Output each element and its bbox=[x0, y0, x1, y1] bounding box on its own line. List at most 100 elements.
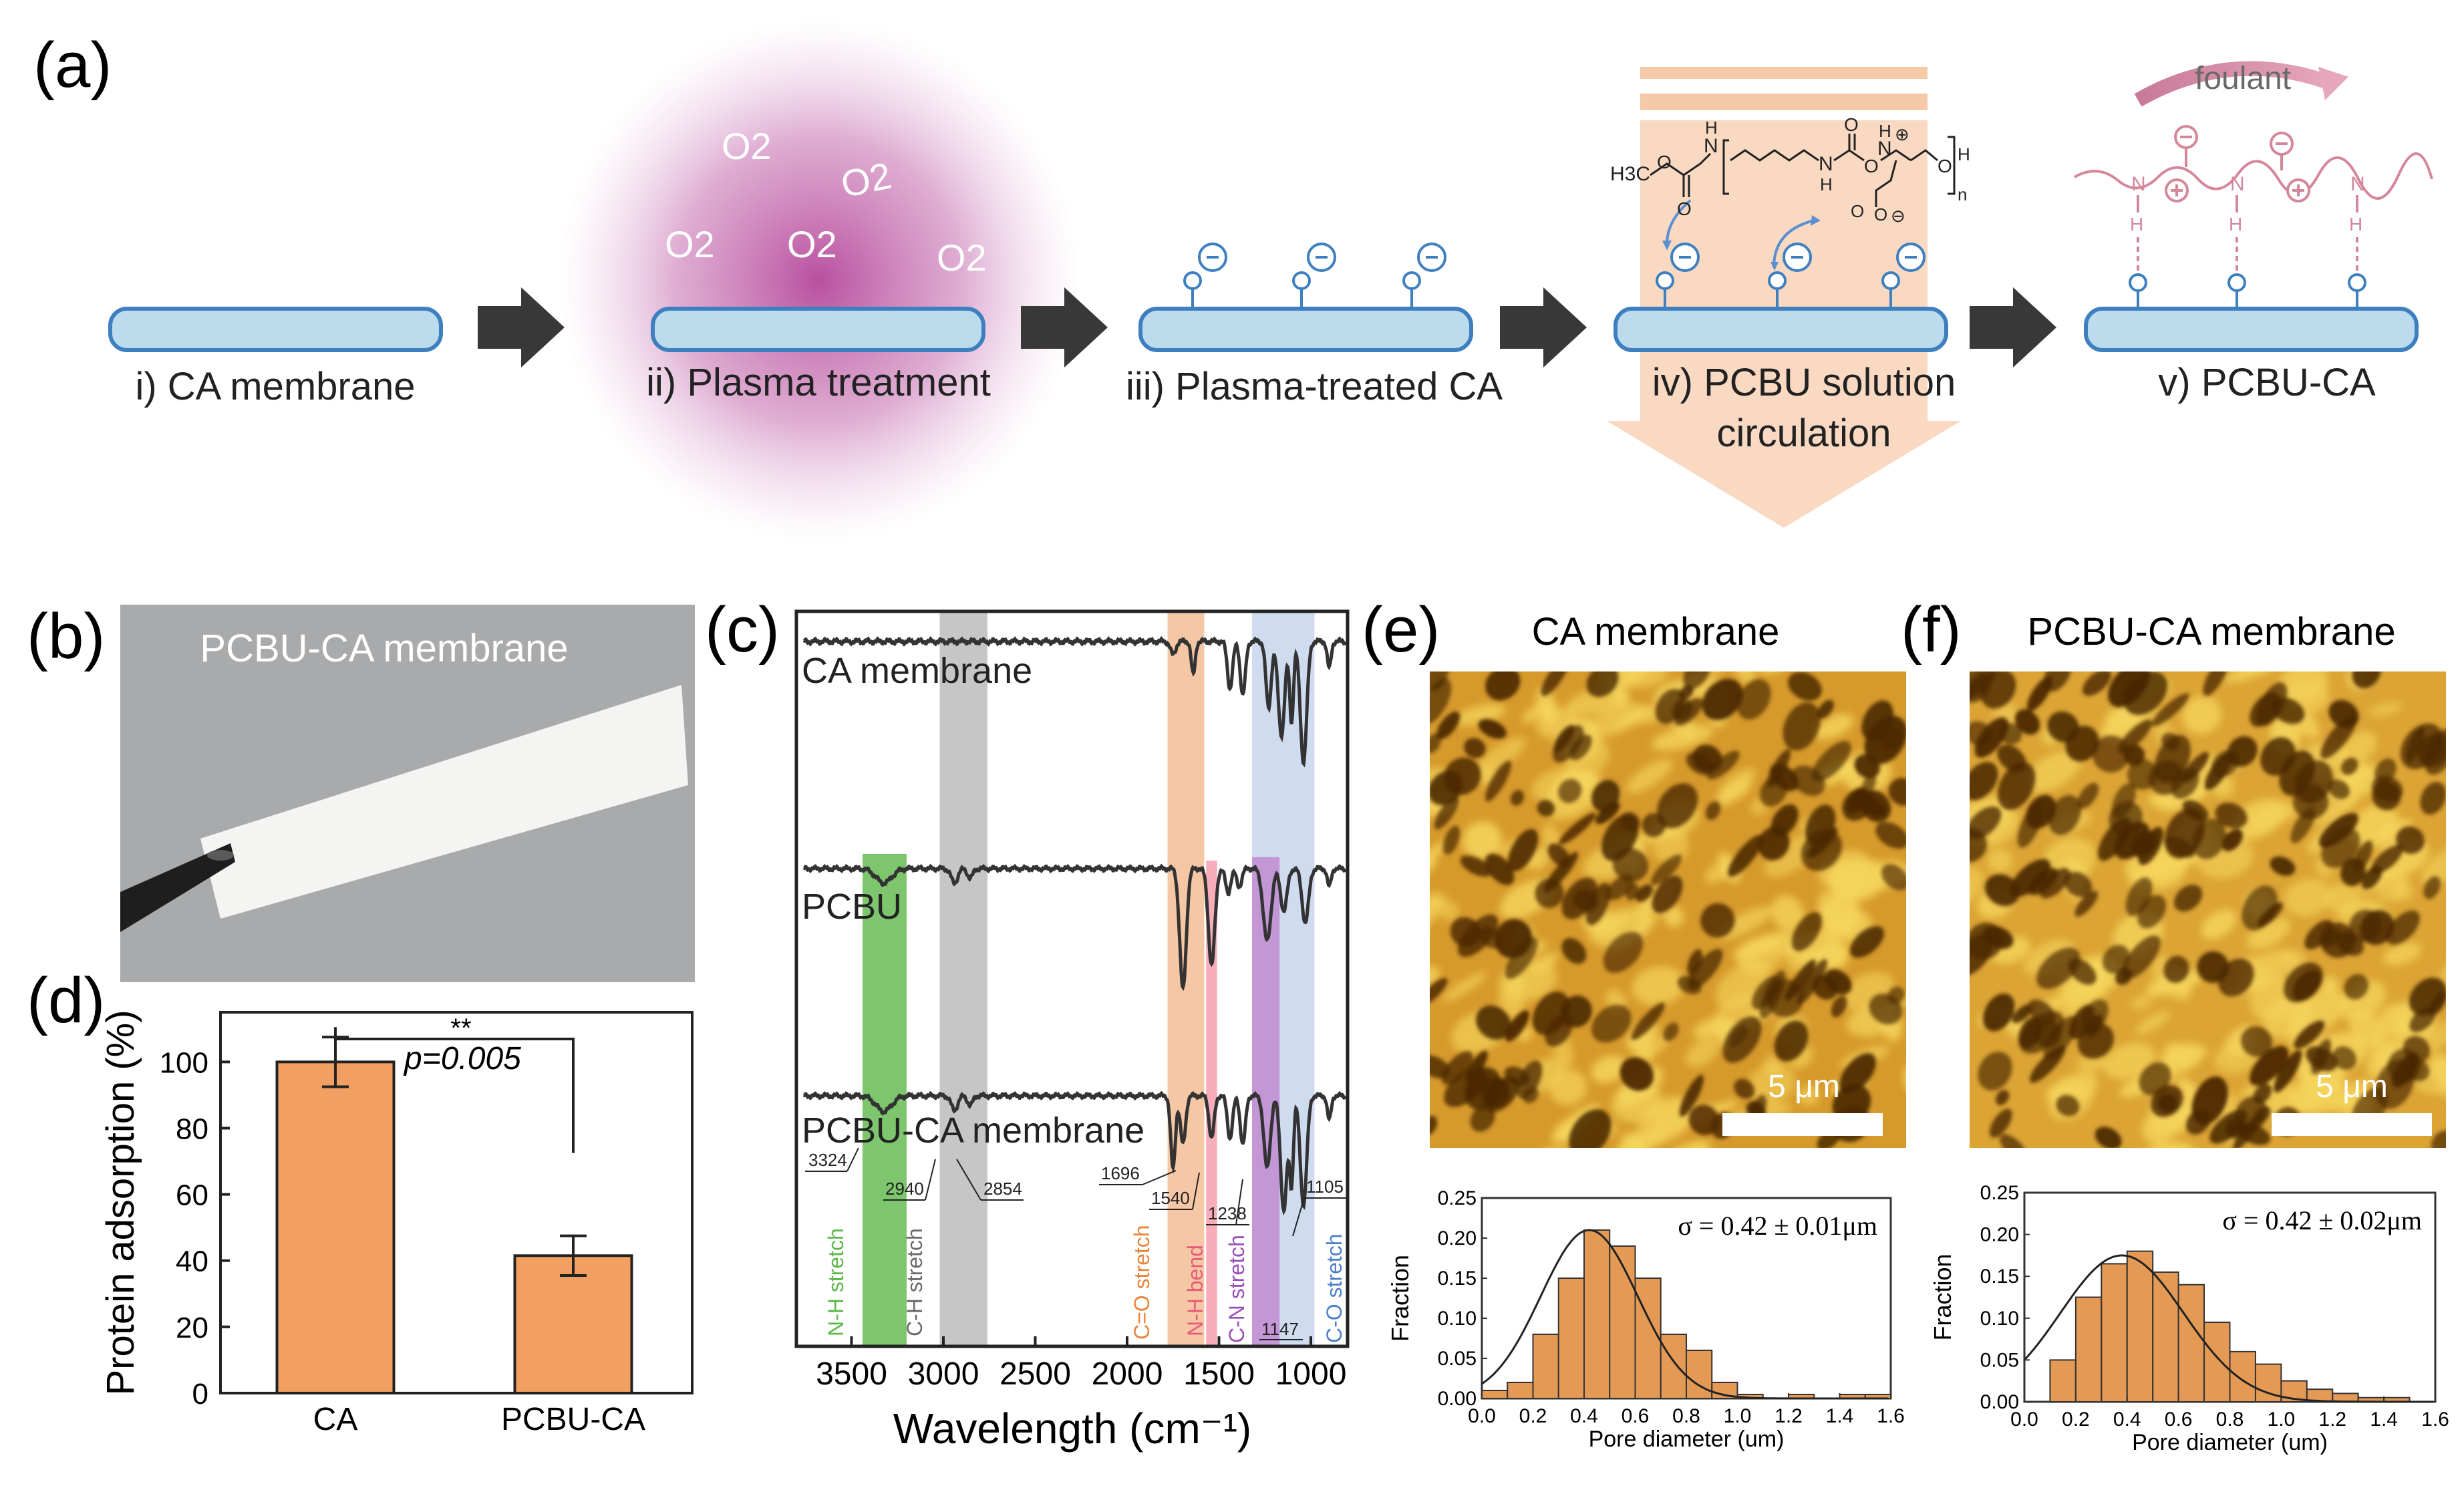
afm-pore bbox=[1591, 780, 1620, 812]
afm-pore bbox=[1612, 848, 1649, 882]
afm-ridge bbox=[2278, 671, 2329, 702]
afm-ridge bbox=[1928, 811, 1966, 856]
afm-pore bbox=[1655, 689, 1684, 724]
afm-pore bbox=[1510, 790, 1524, 806]
hist-sigma: σ = 0.42 ± 0.02μm bbox=[2222, 1205, 2422, 1235]
afm-pore bbox=[2352, 671, 2381, 689]
x-tick-label: 1.0 bbox=[2268, 1408, 2296, 1431]
afm-pore bbox=[2360, 910, 2395, 945]
afm-pore bbox=[1494, 919, 1533, 959]
afm-pore bbox=[1970, 933, 1994, 976]
x-tick-label: 0.0 bbox=[1468, 1405, 1496, 1427]
peak-1238: 1238 bbox=[1208, 1203, 1247, 1223]
bar-pcbu-ca bbox=[513, 1254, 633, 1394]
afm-ridge bbox=[2374, 867, 2406, 902]
afm-pore bbox=[1561, 877, 1597, 919]
panel-d-label: (d) bbox=[27, 965, 105, 1036]
afm-pore bbox=[2098, 817, 2131, 861]
afm-ridge bbox=[1829, 858, 1886, 902]
ftir-trace-1 bbox=[802, 636, 1348, 768]
afm-ridge bbox=[1546, 1161, 1575, 1207]
afm-pore bbox=[2279, 750, 2315, 796]
afm-pore bbox=[2215, 802, 2248, 829]
afm-pore bbox=[1970, 671, 1996, 700]
x-tick-label: 1.6 bbox=[2421, 1408, 2449, 1431]
afm-pore bbox=[2030, 1045, 2066, 1083]
svg-text:N: N bbox=[2230, 173, 2245, 195]
afm-ridge bbox=[1718, 768, 1756, 798]
afm-pore bbox=[2048, 795, 2081, 835]
afm-pore bbox=[1805, 804, 1836, 847]
membrane-pcbu-ca bbox=[2084, 307, 2419, 352]
arrow-4 bbox=[1970, 287, 2056, 367]
afm-pore bbox=[2068, 958, 2097, 985]
afm-e-title: CA membrane bbox=[1532, 610, 1780, 653]
x-tick-label: 0.2 bbox=[2062, 1408, 2090, 1431]
mol-o: O bbox=[1864, 156, 1879, 176]
afm-ridge bbox=[1889, 988, 1906, 1008]
afm-ridge bbox=[2246, 917, 2291, 949]
o2-label: O2 bbox=[837, 154, 895, 205]
panel-b-label: (b) bbox=[27, 601, 105, 672]
svg-text:H: H bbox=[2130, 214, 2143, 235]
afm-pore bbox=[2012, 1004, 2032, 1024]
afm-ridge bbox=[1536, 687, 1557, 725]
hist-bar bbox=[2049, 1359, 2076, 1403]
x-tick-label: 1.4 bbox=[2370, 1408, 2398, 1431]
afm-ridge bbox=[2339, 1079, 2371, 1102]
membrane-plasma bbox=[651, 307, 985, 352]
band-c-h-stretch bbox=[939, 611, 987, 1346]
afm-pore bbox=[1430, 978, 1448, 1006]
afm-ridge bbox=[1623, 1156, 1681, 1201]
membrane-ca bbox=[108, 307, 443, 352]
mol-o: O bbox=[1677, 198, 1692, 219]
pcbu-chain: NH NH NH bbox=[2074, 125, 2433, 274]
y-tick-label: 0.15 bbox=[1980, 1265, 2019, 1288]
afm-pore bbox=[1434, 796, 1459, 830]
afm-pore bbox=[1791, 912, 1822, 951]
afm-pore bbox=[1545, 1014, 1573, 1047]
afm-pore bbox=[2209, 1109, 2248, 1144]
afm-ridge bbox=[2135, 1011, 2171, 1035]
afm-ridge bbox=[1636, 1035, 1669, 1058]
plot-c-frame bbox=[794, 609, 1350, 1348]
afm-pore bbox=[2149, 760, 2184, 795]
afm-pore bbox=[2274, 1050, 2302, 1093]
afm-ridge bbox=[1611, 688, 1630, 708]
afm-pore bbox=[2185, 1108, 2211, 1135]
plot-c-xaxis: 3500 3000 2500 2000 1500 1000 bbox=[816, 1336, 1346, 1392]
afm-pore bbox=[1995, 1090, 2010, 1106]
afm-ridge bbox=[1921, 948, 1950, 979]
afm-ridge bbox=[1430, 841, 1448, 883]
afm-pore bbox=[1441, 1051, 1473, 1085]
afm-pore bbox=[2014, 709, 2040, 735]
afm-pore bbox=[1537, 800, 1555, 817]
afm-pore bbox=[2197, 951, 2229, 984]
plot-c-xlabel: Wavelength (cm⁻¹) bbox=[893, 1404, 1251, 1453]
afm-pore bbox=[1849, 925, 1885, 958]
afm-pore bbox=[2241, 1026, 2272, 1057]
afm-pore bbox=[2019, 1011, 2064, 1054]
hbond-2: NH bbox=[2229, 173, 2245, 274]
trace-label-pcbu: PCBU bbox=[802, 887, 902, 927]
mol-minus: ⊖ bbox=[1891, 206, 1905, 226]
afm-pore bbox=[2370, 845, 2403, 874]
mol-n: N bbox=[1877, 138, 1892, 160]
trace-labels: CA membrane PCBU PCBU-CA membrane bbox=[802, 651, 1144, 1151]
band-label-nh-stretch: N-H stretch bbox=[824, 1228, 848, 1336]
y-tick-label: 0.00 bbox=[1980, 1391, 2019, 1413]
band-label-co-stretch: C=O stretch bbox=[1130, 1225, 1154, 1340]
tweezers bbox=[120, 843, 235, 932]
afm-pore bbox=[2064, 871, 2093, 897]
afm-pore bbox=[1683, 671, 1712, 690]
afm-pore bbox=[1595, 802, 1620, 825]
afm-pore bbox=[2151, 693, 2189, 727]
membrane-pcbu-solution bbox=[1613, 307, 1948, 352]
afm-pore bbox=[1989, 1108, 2012, 1138]
x-tick-label: 1.2 bbox=[1775, 1405, 1803, 1427]
afm-pore bbox=[2151, 1085, 2183, 1117]
afm-pore bbox=[2203, 671, 2229, 696]
afm-ridge bbox=[1909, 803, 1946, 843]
afm-pore bbox=[1535, 878, 1564, 908]
